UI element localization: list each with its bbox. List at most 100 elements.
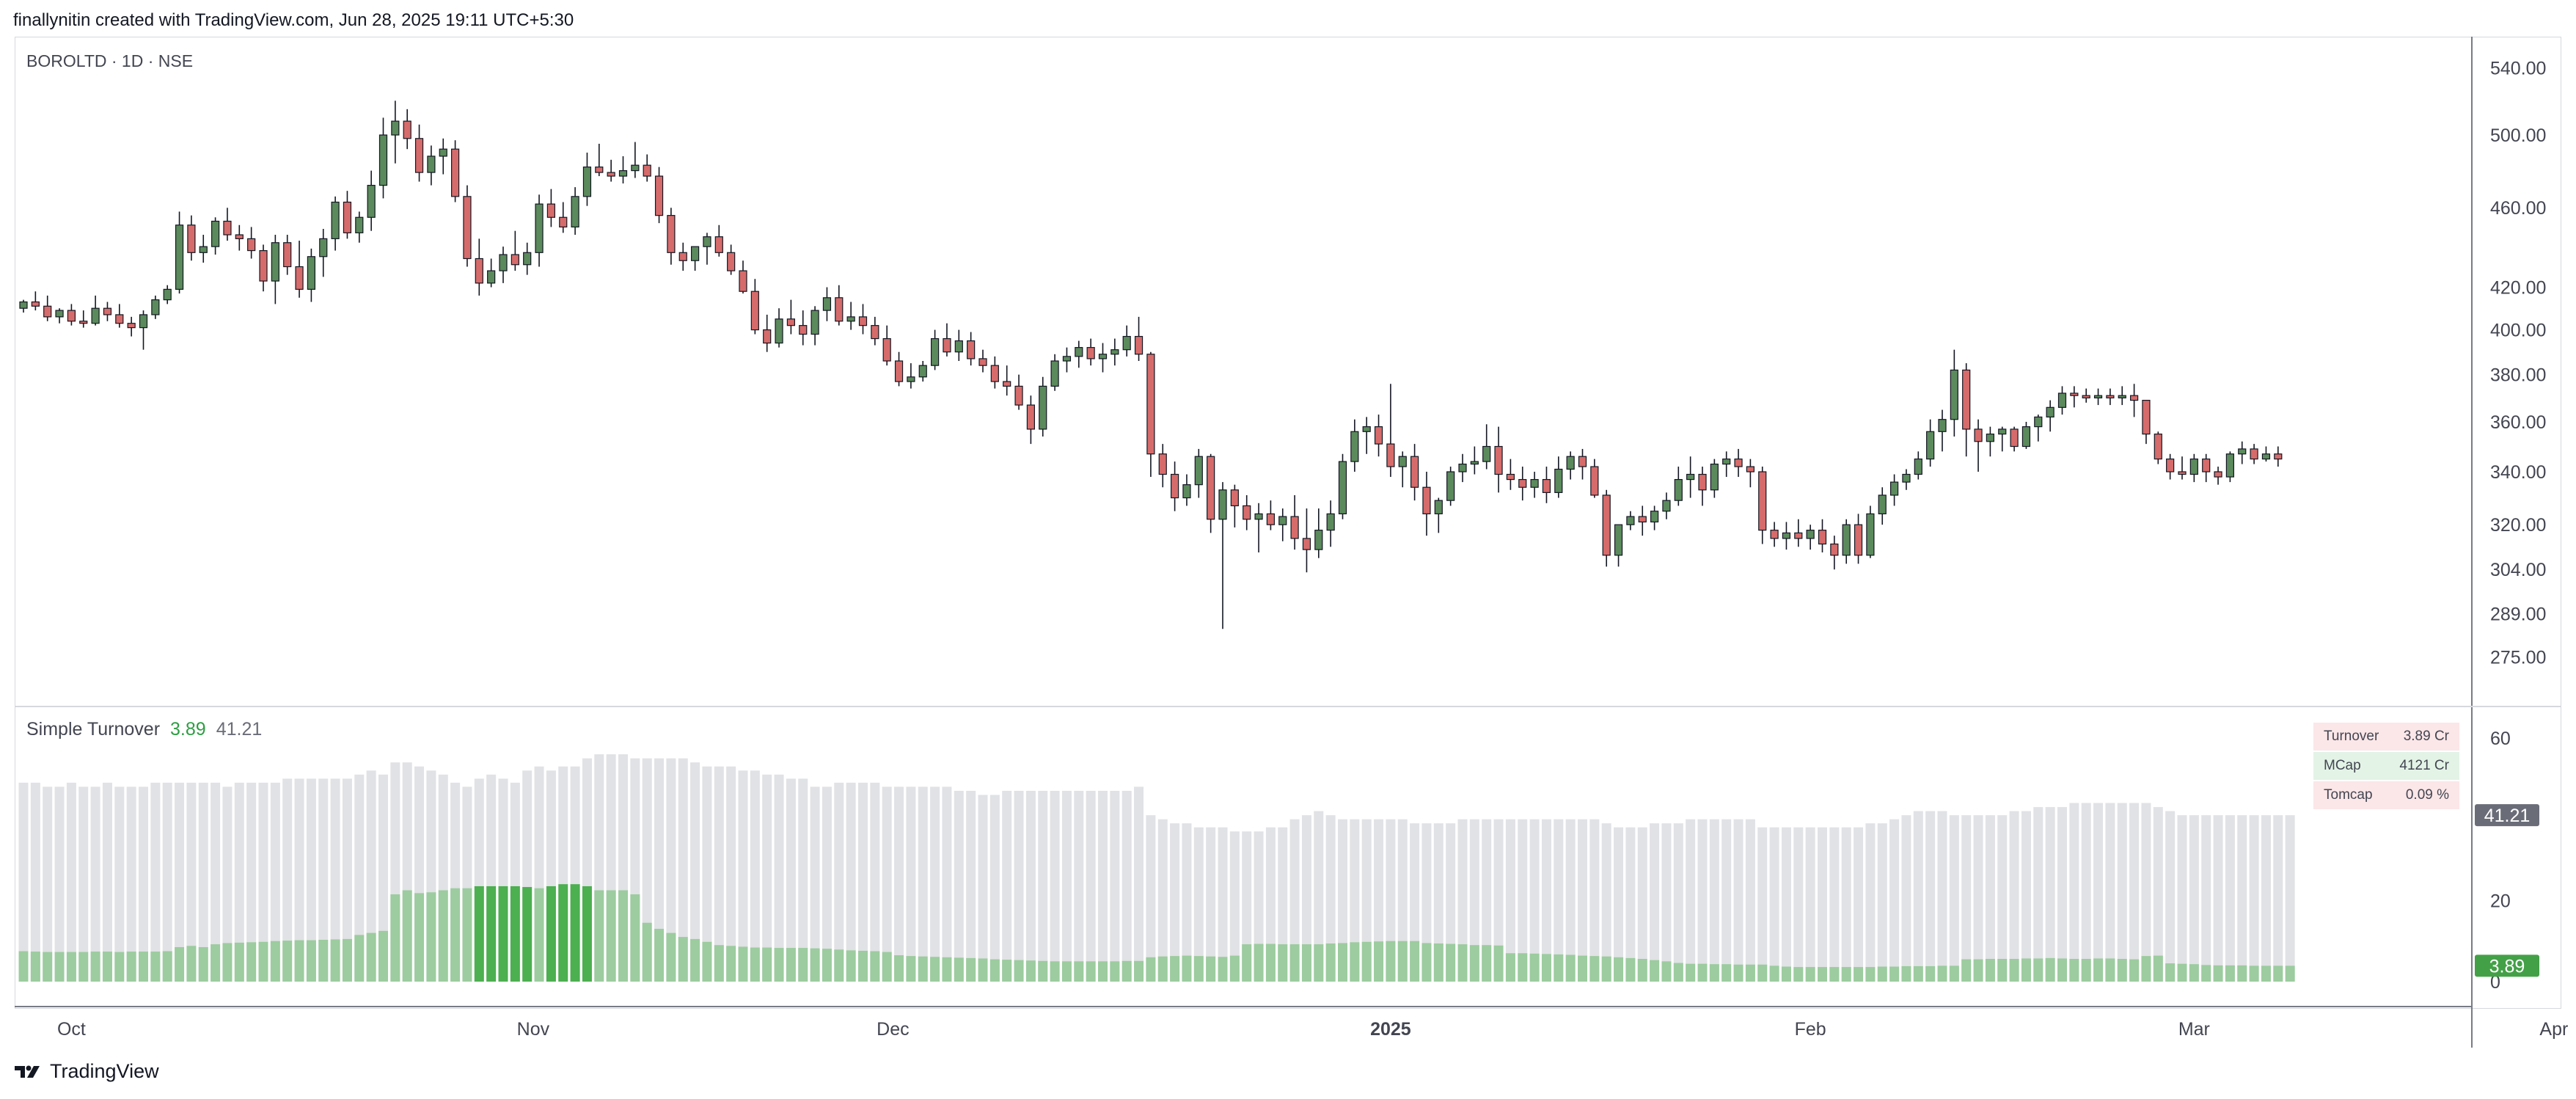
candle-body xyxy=(1146,354,1155,455)
candle-body xyxy=(1554,468,1563,493)
mcap-bar xyxy=(1314,811,1324,982)
mcap-bar xyxy=(1289,819,1300,982)
turnover-bar xyxy=(330,939,340,982)
candle-body xyxy=(355,216,364,233)
candle-body xyxy=(918,365,927,378)
mcap-bar xyxy=(1457,819,1468,982)
candle-body xyxy=(283,242,292,268)
candle-body xyxy=(1590,466,1599,496)
turnover-bar xyxy=(234,942,244,982)
mcap-bar xyxy=(1589,819,1600,982)
mcap-bar xyxy=(906,786,916,982)
mcap-bar xyxy=(1829,827,1840,982)
turnover-bar xyxy=(1134,960,1144,982)
turnover-bar xyxy=(2189,964,2199,982)
info-value: 4121 Cr xyxy=(2399,758,2449,773)
turnover-bar xyxy=(1301,944,1311,982)
turnover-bar xyxy=(2009,959,2019,982)
turnover-bar xyxy=(558,884,568,982)
candle-body xyxy=(1914,459,1922,475)
candle-body xyxy=(1494,445,1503,475)
turnover-bar xyxy=(1218,957,1228,982)
candle-body xyxy=(439,148,447,157)
candle-body xyxy=(1014,385,1023,406)
mcap-bar xyxy=(2045,807,2055,982)
candle-body xyxy=(271,242,279,282)
mcap-bar xyxy=(1421,823,1432,982)
turnover-bar xyxy=(318,940,329,982)
mcap-bar xyxy=(2249,815,2259,982)
mcap-bar xyxy=(870,782,880,982)
mcap-bar xyxy=(678,758,688,982)
turnover-bar xyxy=(1098,961,1108,982)
turnover-bar xyxy=(582,886,592,982)
candle-body xyxy=(2070,392,2079,396)
candle-body xyxy=(930,337,940,366)
turnover-bar xyxy=(1985,959,1995,982)
candle-body xyxy=(235,234,244,239)
turnover-bar xyxy=(54,952,65,982)
mcap-bar xyxy=(246,782,257,982)
turnover-bar xyxy=(2141,956,2151,982)
mcap-bar xyxy=(1818,827,1827,982)
turnover-bar xyxy=(2201,965,2211,982)
price-tick-label: 320.00 xyxy=(2490,515,2546,536)
candle-body xyxy=(2142,400,2151,435)
mcap-bar xyxy=(2285,815,2295,982)
turnover-bar xyxy=(1193,956,1204,982)
candle-body xyxy=(319,238,328,258)
turnover-bar xyxy=(690,938,700,982)
turnover-bar xyxy=(102,952,112,982)
mcap-bar xyxy=(918,786,928,982)
candle-body xyxy=(631,164,640,172)
candle-body xyxy=(1386,443,1395,467)
chart-frame[interactable] xyxy=(15,37,2561,1009)
mcap-bar xyxy=(1050,790,1060,982)
mcap-bar xyxy=(162,782,172,982)
candle-body xyxy=(1230,489,1239,507)
mcap-bar xyxy=(1733,819,1743,982)
candle-body xyxy=(654,175,664,216)
turnover-bar xyxy=(834,949,844,982)
candle-body xyxy=(223,220,232,236)
candle-body xyxy=(1254,513,1263,520)
mcap-bar xyxy=(18,782,29,982)
turnover-bar xyxy=(1781,966,1791,982)
turnover-bar xyxy=(1554,954,1564,982)
turnover-bar xyxy=(1457,944,1468,982)
candle-body xyxy=(1134,335,1144,355)
turnover-bar xyxy=(1625,957,1636,982)
mcap-bar xyxy=(1098,790,1108,982)
turnover-bar xyxy=(918,956,928,982)
candle-body xyxy=(115,314,124,324)
candle-body xyxy=(2166,459,2175,472)
turnover-bar xyxy=(1265,943,1276,982)
mcap-bar xyxy=(774,774,784,982)
candle-body xyxy=(2130,395,2139,401)
turnover-bar xyxy=(1601,956,1611,982)
footer-brand[interactable]: TradingView xyxy=(13,1060,159,1083)
candle-body xyxy=(703,236,711,247)
candle-body xyxy=(91,307,100,324)
turnover-bar xyxy=(222,943,233,982)
mcap-bar xyxy=(1673,823,1683,982)
mcap-bar xyxy=(1745,819,1755,982)
candle-body xyxy=(1854,524,1863,556)
mcap-bar xyxy=(1265,827,1276,982)
turnover-bar xyxy=(906,956,916,982)
mcap-bar xyxy=(1601,823,1611,982)
turnover-bar xyxy=(1925,965,1936,982)
mcap-bar xyxy=(2153,807,2163,982)
mcap-bar xyxy=(126,786,136,982)
candle-body xyxy=(2093,395,2103,398)
price-tick-label: 340.00 xyxy=(2490,462,2546,483)
candle-body xyxy=(103,307,112,315)
turnover-bar xyxy=(630,894,640,982)
mcap-bar xyxy=(882,786,892,982)
mcap-bar xyxy=(330,778,340,982)
candle-body xyxy=(1350,431,1359,462)
candle-body xyxy=(31,301,40,307)
mcap-bar xyxy=(1134,786,1144,982)
mcap-bar xyxy=(942,786,952,982)
